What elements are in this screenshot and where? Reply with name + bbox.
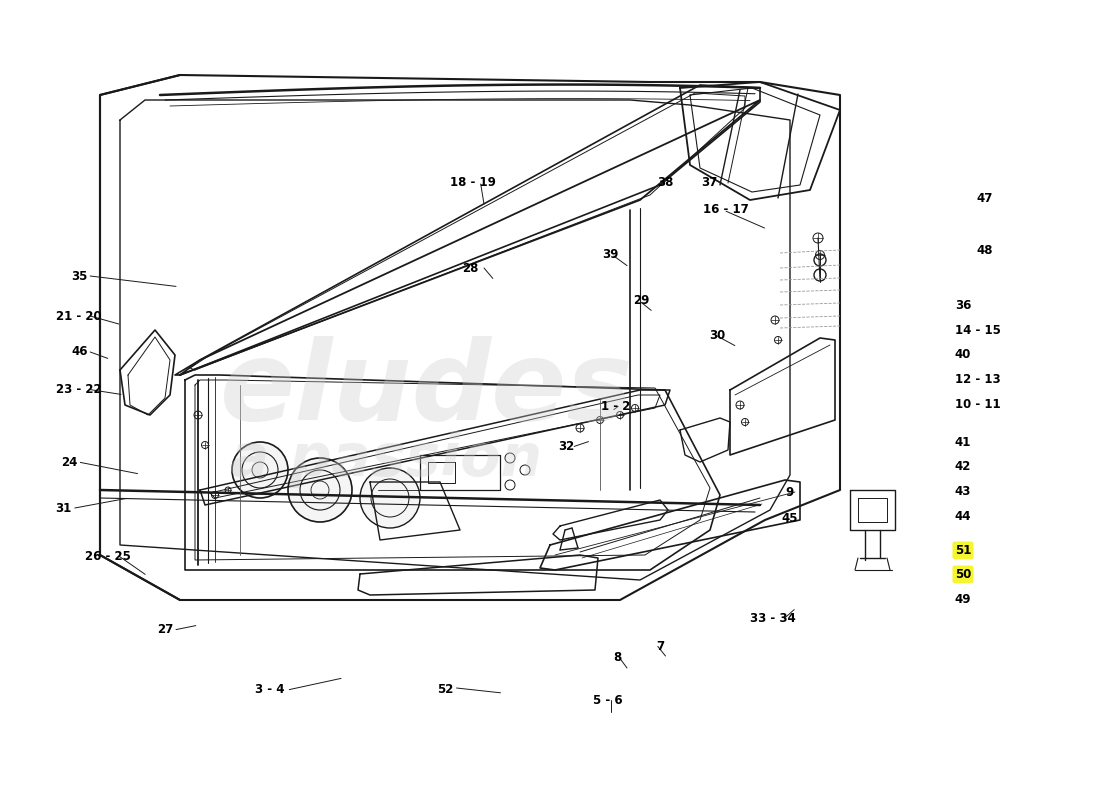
Text: 35: 35 <box>72 270 87 282</box>
Text: 43: 43 <box>955 485 971 498</box>
Text: 40: 40 <box>955 348 971 361</box>
Text: 23 - 22: 23 - 22 <box>56 383 102 396</box>
Text: 12 - 13: 12 - 13 <box>955 373 1000 386</box>
Text: 36: 36 <box>955 299 971 312</box>
Text: 9: 9 <box>785 486 794 498</box>
Circle shape <box>360 468 420 528</box>
Text: 1 - 2: 1 - 2 <box>602 400 630 413</box>
Text: 27: 27 <box>157 623 173 636</box>
Text: 32: 32 <box>559 440 574 453</box>
Text: 42: 42 <box>955 460 971 473</box>
Text: 28: 28 <box>463 262 478 274</box>
Text: 10 - 11: 10 - 11 <box>955 398 1000 410</box>
Text: 26 - 25: 26 - 25 <box>85 550 131 562</box>
Text: 45: 45 <box>781 512 798 525</box>
Text: a passion: a passion <box>230 431 542 489</box>
Text: 14 - 15: 14 - 15 <box>955 324 1001 337</box>
Text: 47: 47 <box>977 192 993 205</box>
Text: 31: 31 <box>56 502 72 514</box>
Text: 51: 51 <box>955 544 971 557</box>
Text: 38: 38 <box>658 176 673 189</box>
Text: 39: 39 <box>603 248 618 261</box>
Text: 44: 44 <box>955 510 971 522</box>
Circle shape <box>232 442 288 498</box>
Text: 46: 46 <box>70 346 87 358</box>
Text: 48: 48 <box>977 244 993 257</box>
Text: 24: 24 <box>62 456 77 469</box>
Text: 33 - 34: 33 - 34 <box>750 612 796 625</box>
Text: 29: 29 <box>634 294 649 307</box>
Text: 16 - 17: 16 - 17 <box>703 203 749 216</box>
Text: 49: 49 <box>955 593 971 606</box>
Text: 7: 7 <box>656 640 664 653</box>
Text: 52: 52 <box>438 683 453 696</box>
Text: 37: 37 <box>702 176 717 189</box>
Text: eludes: eludes <box>220 337 634 443</box>
Text: 50: 50 <box>955 568 971 581</box>
Circle shape <box>288 458 352 522</box>
Text: 21 - 20: 21 - 20 <box>56 310 102 322</box>
Text: 30: 30 <box>710 330 725 342</box>
Text: 41: 41 <box>955 436 971 449</box>
Text: 18 - 19: 18 - 19 <box>450 176 496 189</box>
Text: 3 - 4: 3 - 4 <box>255 683 284 696</box>
Text: 5 - 6: 5 - 6 <box>594 694 623 706</box>
Text: 8: 8 <box>613 651 621 664</box>
